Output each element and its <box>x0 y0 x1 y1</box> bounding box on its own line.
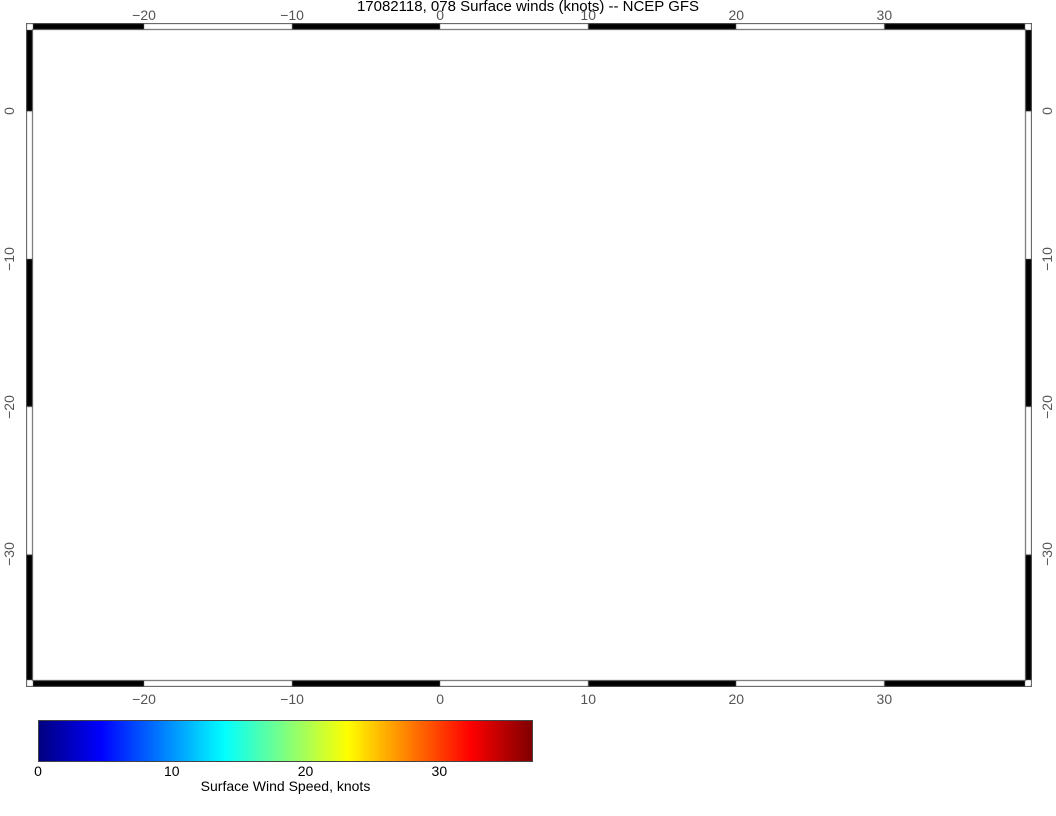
x-tick-bottom-3: 10 <box>580 691 597 707</box>
x-tick-bottom-1: −10 <box>280 691 304 707</box>
y-tick-left-0: 0 <box>1 107 17 116</box>
x-tick-bottom-0: −20 <box>132 691 156 707</box>
x-tick-bottom-4: 20 <box>728 691 745 707</box>
y-tick-right-3: −30 <box>1039 542 1055 567</box>
colorbar-tick-1: 10 <box>163 763 180 779</box>
x-tick-bottom-5: 30 <box>876 691 893 707</box>
x-tick-top-0: −20 <box>132 7 156 23</box>
map-frame <box>26 23 1032 687</box>
y-tick-right-0: 0 <box>1039 107 1055 116</box>
chart-title: 17082118, 078 Surface winds (knots) -- N… <box>356 0 700 15</box>
colorbar-tick-0: 0 <box>34 763 42 779</box>
y-tick-left-3: −30 <box>1 542 17 567</box>
x-tick-top-5: 30 <box>876 7 893 23</box>
y-tick-right-1: −10 <box>1039 247 1055 271</box>
colorbar-tick-2: 20 <box>297 763 314 779</box>
x-tick-top-2: 0 <box>436 7 445 23</box>
x-tick-bottom-2: 0 <box>436 691 445 707</box>
colorbar-gradient <box>39 721 532 761</box>
x-tick-top-1: −10 <box>280 7 304 23</box>
colorbar-tick-3: 30 <box>431 763 448 779</box>
colorbar <box>38 720 533 762</box>
y-tick-left-2: −20 <box>1 394 17 419</box>
x-tick-top-4: 20 <box>728 7 745 23</box>
x-tick-top-3: 10 <box>580 7 597 23</box>
colorbar-title: Surface Wind Speed, knots <box>200 778 371 794</box>
y-tick-right-2: −20 <box>1039 394 1055 419</box>
y-tick-left-1: −10 <box>1 247 17 271</box>
